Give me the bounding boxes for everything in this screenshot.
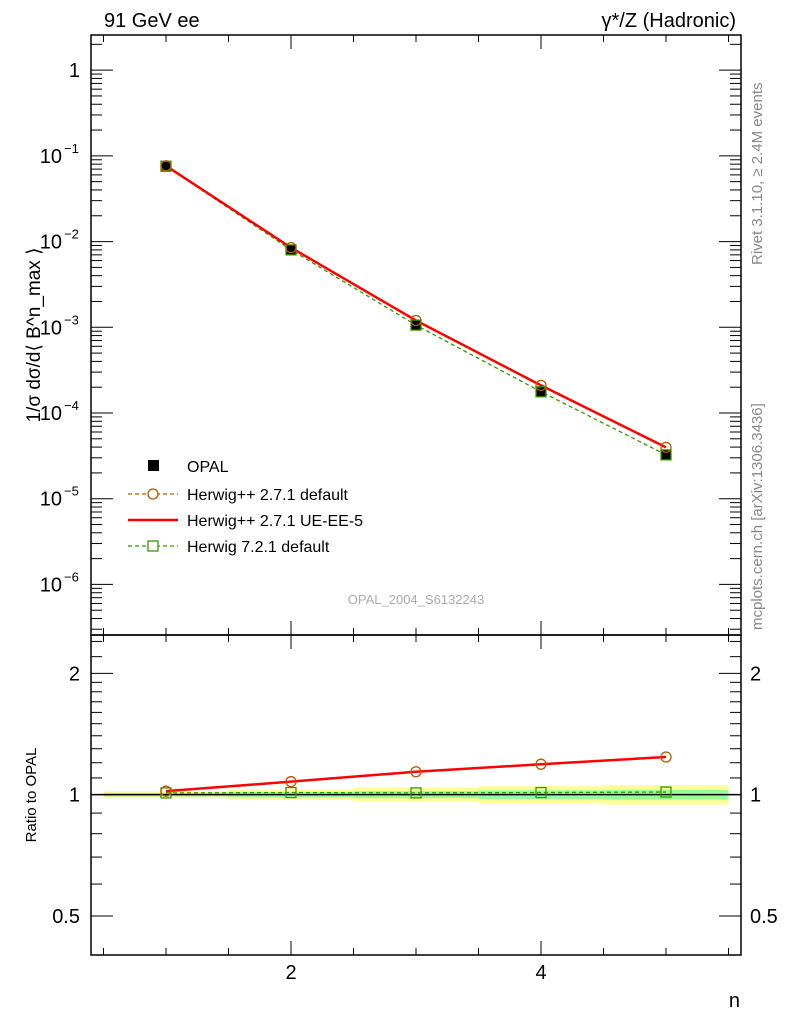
ratio-marker-herwig721 [285, 786, 297, 799]
marker-herwigpp-default [410, 314, 422, 327]
y-tick-label: 10 [40, 403, 62, 425]
legend-marker-herwig721 [147, 540, 159, 552]
marker-herwig721 [410, 319, 422, 331]
ratio-marker-herwigpp-default [410, 766, 422, 778]
ratio-line-herwigpp-ueee5 [165, 755, 667, 793]
marker-herwigpp-default [285, 241, 297, 254]
ratio-ylabel: Ratio to OPAL [23, 748, 40, 843]
series-line-herwigpp-default [165, 165, 667, 448]
ratio-y-tick-label: 2 [69, 663, 80, 685]
side-text-bottom: mcplots.cern.ch [arXiv:1306.3436] [749, 403, 766, 630]
main-ylabel: 1/σ dσ/d⟨ B^n_max ⟩ [24, 248, 45, 423]
y-tick-label: 10 [40, 146, 62, 168]
y-tick-exponent: −2 [64, 227, 79, 242]
marker-herwigpp-default [660, 441, 672, 454]
marker-herwigpp-default [535, 379, 547, 392]
watermark: OPAL_2004_S6132243 [348, 592, 484, 607]
ratio-marker-herwigpp-default [160, 785, 172, 797]
y-tick-exponent: −6 [64, 569, 79, 584]
y-tick-exponent: −1 [64, 141, 79, 156]
legend-label: Herwig++ 2.7.1 default [187, 487, 349, 504]
data-point-opal [161, 161, 171, 172]
legend-marker-herwigpp-default [147, 488, 159, 500]
ratio-y-tick-label: 1 [69, 785, 80, 807]
legend-label: Herwig++ 2.7.1 UE-EE-5 [187, 513, 363, 530]
data-point-opal [286, 245, 296, 256]
header-left: 91 GeV ee [104, 10, 200, 32]
ratio-y-tick-label: 0.5 [52, 906, 80, 928]
y-tick-exponent: −3 [64, 312, 79, 327]
y-tick-exponent: −5 [64, 484, 79, 499]
ratio-line-herwig721 [165, 791, 667, 794]
side-text-top: Rivet 3.1.10, ≥ 2.4M events [749, 83, 766, 266]
legend-marker-opal [148, 460, 159, 471]
legend-label: Herwig 7.2.1 default [187, 539, 330, 556]
series-line-herwigpp-ueee5 [165, 164, 667, 449]
y-tick-label: 10 [40, 489, 62, 511]
y-tick-label: 10 [40, 232, 62, 254]
x-axis-label: n [729, 990, 740, 1012]
x-tick-label: 4 [535, 962, 546, 984]
marker-herwig721 [535, 386, 547, 398]
y-tick-exponent: −4 [64, 398, 79, 413]
data-point-opal [661, 450, 671, 461]
marker-herwigpp-default [160, 160, 172, 172]
x-tick-label: 2 [285, 962, 296, 984]
ratio-marker-herwig721 [535, 786, 547, 799]
y-tick-label: 10 [40, 574, 62, 596]
ratio-marker-herwigpp-default [660, 751, 672, 763]
data-point-opal [536, 387, 546, 398]
ratio-y-tick-label-right: 2 [750, 663, 761, 685]
ratio-y-tick-label-right: 0.5 [750, 906, 778, 928]
y-tick-label: 10 [40, 317, 62, 339]
y-tick-label: 1 [69, 60, 80, 82]
header-right: γ*/Z (Hadronic) [602, 10, 736, 32]
ratio-marker-herwigpp-default [535, 758, 547, 770]
ratio-marker-herwig721 [410, 787, 422, 799]
marker-herwig721 [660, 449, 672, 461]
ratio-marker-herwigpp-default [285, 776, 297, 788]
ratio-marker-herwig721 [660, 786, 672, 798]
ratio-y-tick-label-right: 1 [750, 785, 761, 807]
legend-label: OPAL [187, 459, 229, 476]
